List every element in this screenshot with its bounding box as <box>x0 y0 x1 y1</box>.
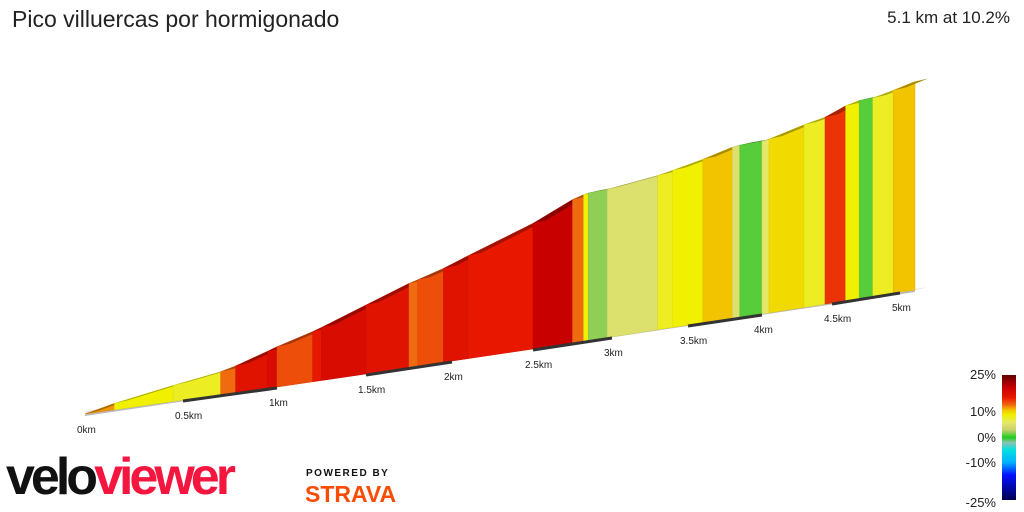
axis-km-band-9 <box>831 291 901 306</box>
profile-segment-18 <box>607 175 658 339</box>
axis-km-band-5 <box>532 336 613 352</box>
x-tick-label: 2.5km <box>525 360 552 371</box>
profile-segment-5 <box>267 346 278 389</box>
logo-velo: velo <box>6 448 98 506</box>
profile-top-face-1 <box>114 382 187 404</box>
logo-viewer: viewer <box>94 448 236 506</box>
x-tick-label: 0km <box>77 425 96 436</box>
axis-km-band-7 <box>687 313 763 328</box>
profile-segment-13 <box>467 222 534 359</box>
gradient-color-legend <box>1002 375 1016 500</box>
profile-segment-10 <box>408 279 418 368</box>
profile-segment-24 <box>761 138 770 315</box>
veloviewer-logo[interactable]: veloviewer <box>6 451 236 503</box>
profile-segment-11 <box>417 268 444 367</box>
profile-top-face-13 <box>468 220 546 256</box>
x-tick-label: 4km <box>754 325 773 336</box>
profile-segment-25 <box>768 124 805 314</box>
profile-top-face-8 <box>321 302 379 328</box>
profile-segment-28 <box>845 100 860 302</box>
profile-segment-16 <box>583 192 589 342</box>
profile-segment-31 <box>892 81 916 294</box>
profile-segment-19 <box>657 169 674 331</box>
x-tick-label: 1.5km <box>358 385 385 396</box>
profile-segment-15 <box>572 194 584 344</box>
profile-segment-30 <box>872 90 894 297</box>
profile-top-face-9 <box>366 280 422 306</box>
profile-segment-22 <box>732 144 741 319</box>
profile-segment-27 <box>824 105 846 305</box>
x-tick-label: 3.5km <box>680 336 707 347</box>
profile-segment-23 <box>739 140 763 318</box>
legend-label-10: 10% <box>969 404 996 419</box>
profile-segment-29 <box>858 97 874 299</box>
profile-segment-4 <box>235 350 268 394</box>
x-tick-label: 3km <box>604 348 623 359</box>
climb-summary: 5.1 km at 10.2% <box>887 8 1010 27</box>
axis-km-band-1 <box>182 386 278 403</box>
profile-segment-3 <box>220 365 236 396</box>
profile-segment-14 <box>532 199 573 350</box>
x-tick-label: 2km <box>444 372 463 383</box>
profile-segment-21 <box>702 146 733 324</box>
profile-segment-7 <box>312 327 322 383</box>
strava-logo[interactable]: STRAVA <box>305 481 397 507</box>
profile-top-face-18 <box>607 172 671 190</box>
profile-top-face-31 <box>893 78 928 91</box>
legend-label-minus10: -10% <box>965 455 996 470</box>
profile-top-face-2 <box>173 368 234 386</box>
x-tick-label: 5km <box>892 303 911 314</box>
x-tick-label: 0.5km <box>175 411 202 422</box>
legend-label-25: 25% <box>969 367 996 382</box>
legend-label-0: 0% <box>977 430 996 445</box>
x-tick-label: 4.5km <box>824 314 851 325</box>
profile-segment-17 <box>588 189 608 341</box>
chart-title: Pico villuercas por hormigonado <box>12 6 340 32</box>
x-tick-label: 1km <box>269 398 288 409</box>
axis-km-band-3 <box>365 360 453 377</box>
profile-segment-26 <box>803 116 826 308</box>
profile-segment-20 <box>672 158 704 328</box>
legend-label-minus25: -25% <box>965 495 996 510</box>
profile-segment-12 <box>443 255 469 363</box>
powered-by-label: POWERED BY <box>306 468 390 479</box>
